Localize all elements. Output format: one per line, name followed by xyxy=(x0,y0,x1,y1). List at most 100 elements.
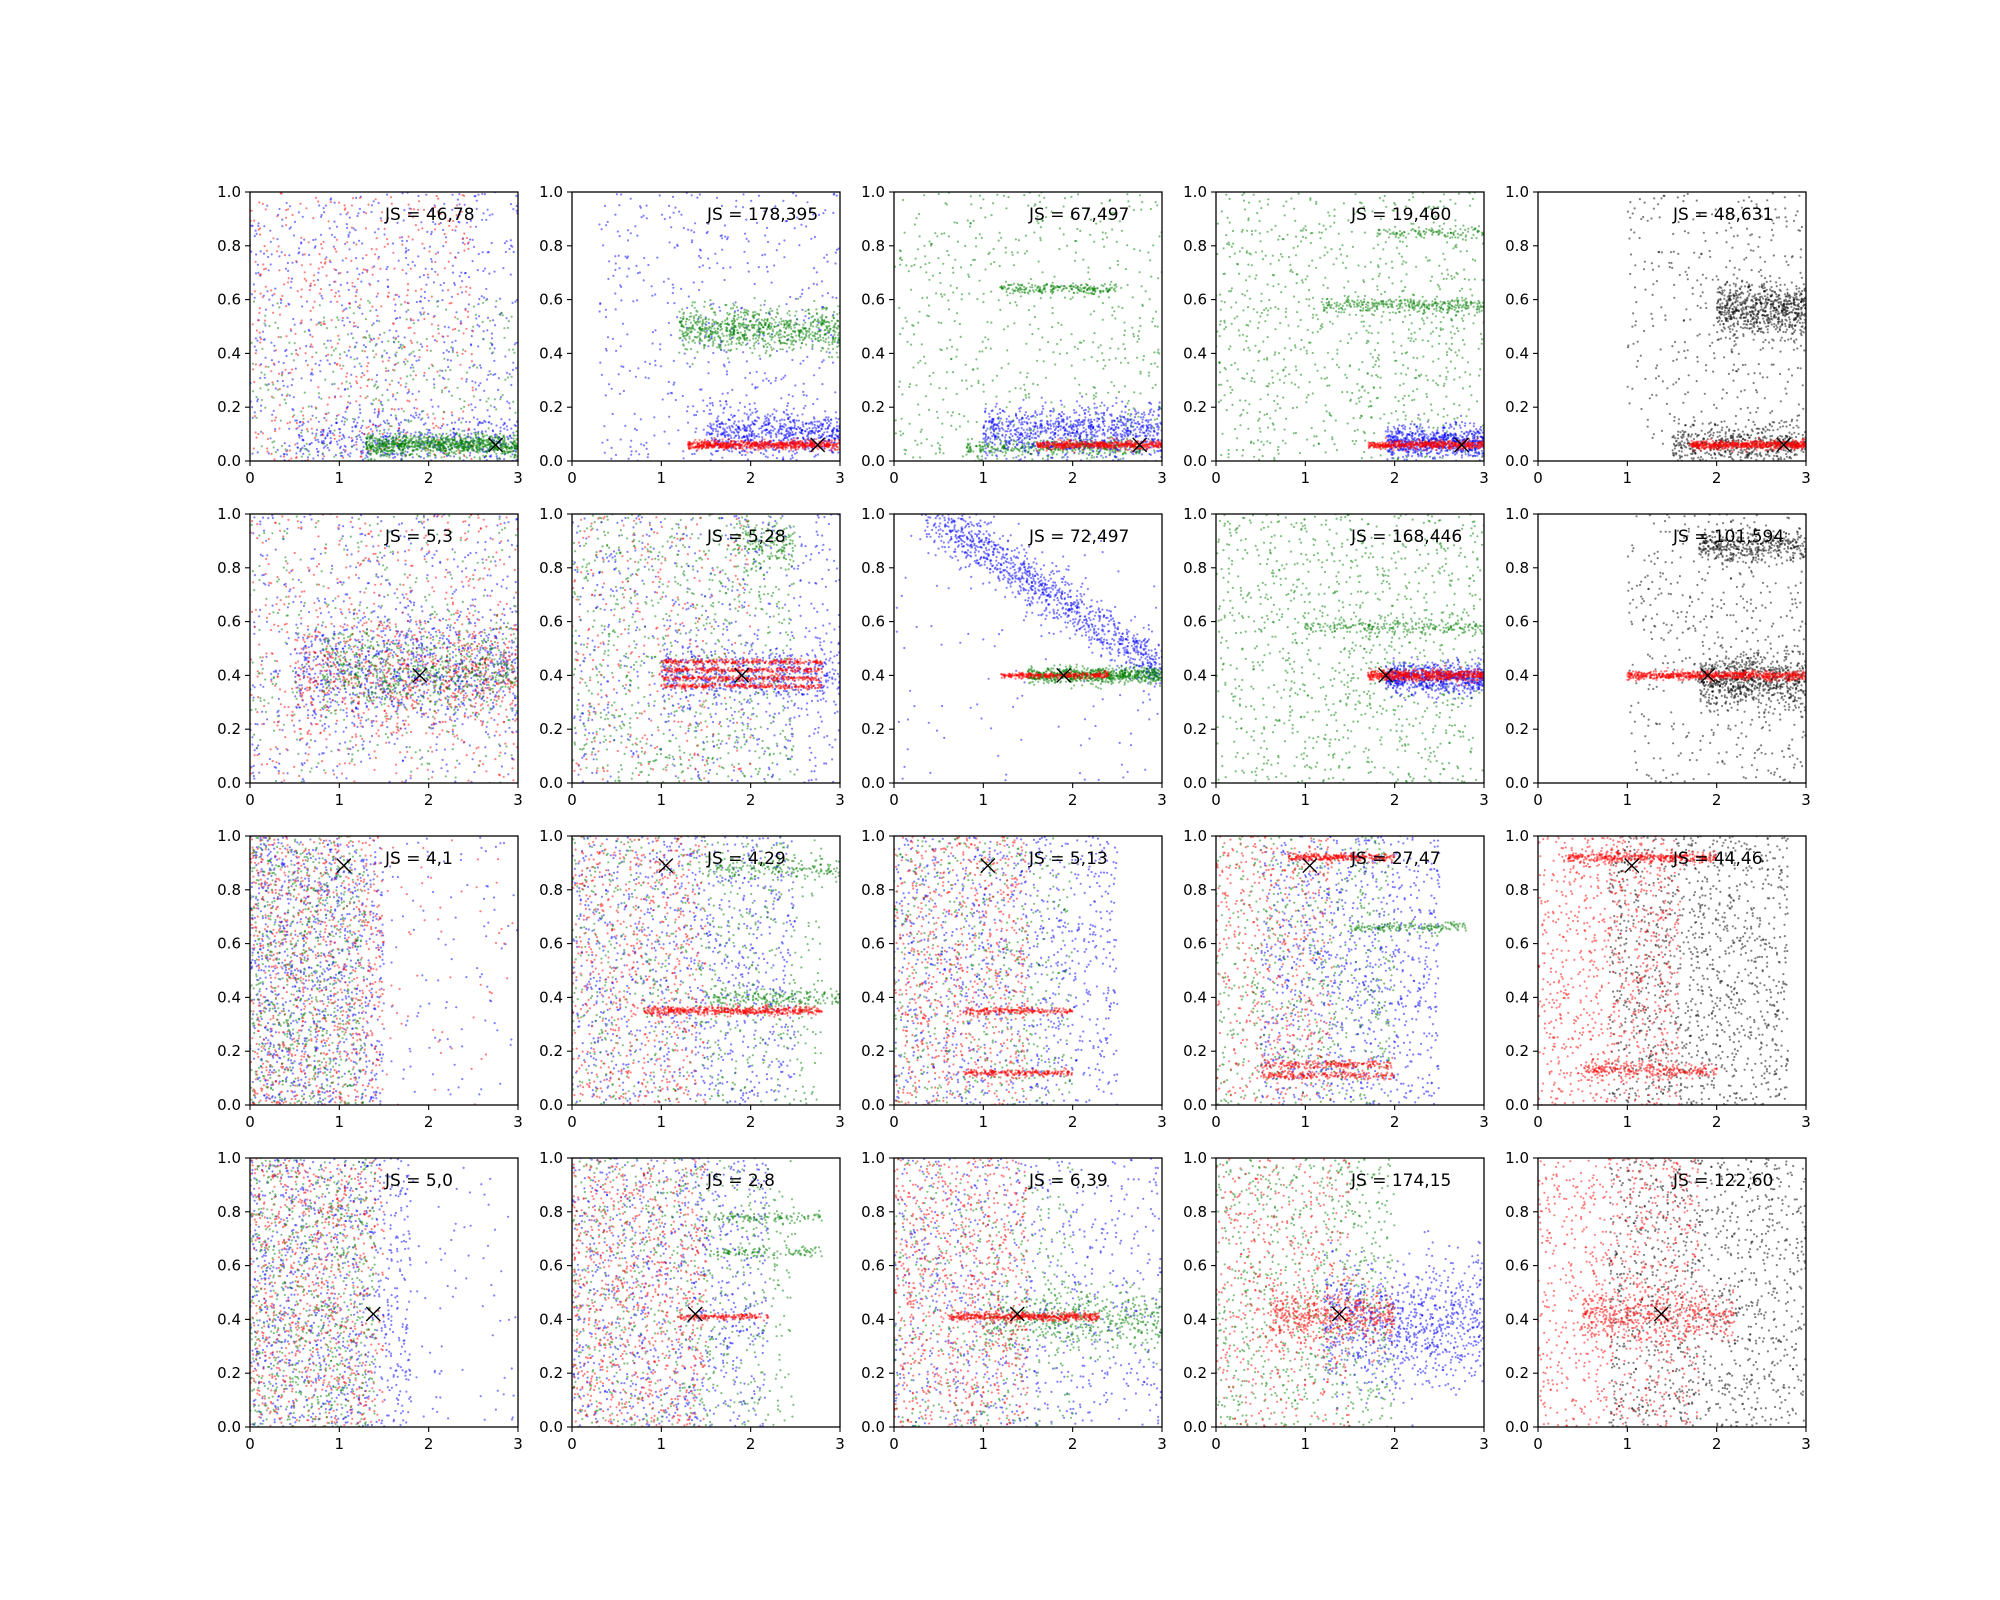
data-point xyxy=(440,438,444,441)
data-point xyxy=(471,380,474,383)
data-point xyxy=(826,425,830,428)
data-point xyxy=(338,431,342,434)
data-point xyxy=(475,199,478,202)
data-point xyxy=(379,402,382,405)
data-point xyxy=(635,450,638,453)
data-point xyxy=(681,324,684,327)
data-point xyxy=(412,319,415,322)
data-point xyxy=(290,457,293,460)
data-point xyxy=(654,359,657,362)
data-point xyxy=(417,390,420,393)
data-point xyxy=(406,451,409,454)
data-point xyxy=(765,377,768,380)
data-point xyxy=(731,326,734,329)
data-point xyxy=(785,429,788,432)
data-point xyxy=(478,441,481,444)
data-point xyxy=(392,298,396,301)
data-point xyxy=(683,336,686,340)
data-point xyxy=(387,399,390,402)
data-point xyxy=(427,276,430,279)
data-point xyxy=(424,449,427,452)
data-point xyxy=(472,448,475,451)
data-point xyxy=(376,414,379,417)
data-point xyxy=(821,383,824,386)
data-point xyxy=(514,453,517,456)
data-point xyxy=(471,386,474,389)
data-point xyxy=(432,220,435,224)
data-point xyxy=(442,447,445,450)
data-point xyxy=(791,358,794,362)
data-point xyxy=(441,369,444,372)
data-point xyxy=(431,405,434,408)
data-point xyxy=(386,238,389,241)
data-point xyxy=(413,446,416,449)
data-point xyxy=(270,341,273,344)
data-point xyxy=(373,458,376,461)
data-point xyxy=(376,415,379,419)
data-point xyxy=(457,446,460,449)
data-point xyxy=(508,247,511,251)
data-point xyxy=(478,445,481,448)
data-point xyxy=(772,347,775,350)
data-point xyxy=(386,265,389,268)
data-point xyxy=(763,299,767,302)
data-point xyxy=(513,434,516,437)
data-point xyxy=(796,414,799,417)
data-point xyxy=(309,309,312,312)
data-point xyxy=(686,362,689,365)
data-point xyxy=(511,447,514,450)
data-point xyxy=(732,431,735,434)
data-point xyxy=(407,263,410,266)
data-point xyxy=(386,441,389,444)
data-point xyxy=(278,404,281,407)
data-point xyxy=(751,411,754,414)
data-point xyxy=(271,413,274,416)
data-point xyxy=(735,199,738,202)
data-point xyxy=(394,443,397,446)
data-point xyxy=(335,417,338,420)
data-point xyxy=(703,343,706,347)
data-point xyxy=(456,351,459,354)
data-point xyxy=(701,323,704,326)
data-point xyxy=(836,421,839,424)
data-point xyxy=(282,453,285,456)
data-point xyxy=(300,435,303,438)
data-point xyxy=(401,344,404,347)
data-point xyxy=(812,402,815,406)
point-cloud xyxy=(250,192,518,461)
data-point xyxy=(785,432,789,435)
data-point xyxy=(324,445,327,448)
data-point xyxy=(430,323,433,326)
data-point xyxy=(830,434,833,437)
data-point xyxy=(308,288,311,292)
data-point xyxy=(434,454,437,457)
data-point xyxy=(505,448,509,451)
data-point xyxy=(377,448,380,452)
data-point xyxy=(636,272,640,275)
data-point xyxy=(488,370,491,373)
data-point xyxy=(323,416,326,420)
data-point xyxy=(489,404,492,407)
data-point xyxy=(790,327,793,330)
data-point xyxy=(482,301,485,304)
data-point xyxy=(491,213,494,216)
data-point xyxy=(462,410,465,413)
data-point xyxy=(405,382,408,385)
data-point xyxy=(738,341,741,344)
data-point xyxy=(298,247,301,250)
data-point xyxy=(432,450,435,453)
data-point xyxy=(805,225,808,228)
data-point xyxy=(468,238,472,241)
data-point xyxy=(513,455,516,458)
data-point xyxy=(409,339,412,342)
data-point xyxy=(831,296,834,299)
data-point xyxy=(761,430,764,433)
data-point xyxy=(301,424,304,427)
data-point xyxy=(620,285,623,288)
data-point xyxy=(407,419,410,422)
data-point xyxy=(422,457,426,460)
data-point xyxy=(654,293,657,296)
data-point xyxy=(299,450,302,453)
data-point xyxy=(286,393,289,396)
data-point xyxy=(273,292,276,296)
